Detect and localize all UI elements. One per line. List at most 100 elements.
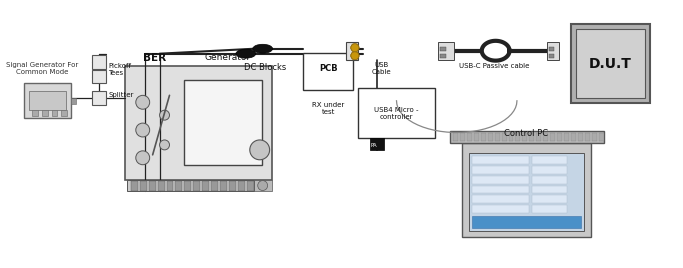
- Circle shape: [350, 53, 355, 58]
- Bar: [494, 133, 499, 141]
- Text: Pickoff
Tees: Pickoff Tees: [108, 62, 131, 76]
- Circle shape: [351, 55, 357, 60]
- Bar: [131, 181, 138, 191]
- Text: Splitter: Splitter: [108, 92, 133, 98]
- Bar: [184, 181, 191, 191]
- Bar: [488, 133, 492, 141]
- Ellipse shape: [253, 44, 273, 53]
- Bar: [358, 88, 435, 138]
- Bar: [220, 181, 227, 191]
- Bar: [193, 181, 200, 191]
- Bar: [578, 133, 583, 141]
- Bar: [61, 110, 68, 116]
- Text: PA: PA: [370, 143, 377, 148]
- Bar: [346, 42, 358, 60]
- Circle shape: [354, 53, 359, 58]
- Bar: [71, 98, 76, 104]
- Bar: [532, 166, 567, 174]
- Bar: [202, 181, 209, 191]
- Bar: [42, 110, 48, 116]
- Ellipse shape: [236, 49, 255, 58]
- Bar: [92, 91, 106, 105]
- Text: USB4 Micro -
controller: USB4 Micro - controller: [374, 107, 419, 120]
- Bar: [238, 181, 245, 191]
- Text: Signal Generator For
Common Mode: Signal Generator For Common Mode: [6, 62, 79, 75]
- Bar: [184, 80, 262, 165]
- Bar: [229, 181, 236, 191]
- Bar: [92, 55, 106, 69]
- Bar: [450, 131, 604, 143]
- Bar: [462, 143, 591, 237]
- Bar: [472, 205, 529, 213]
- Bar: [440, 47, 446, 51]
- Bar: [532, 156, 567, 164]
- Bar: [370, 138, 384, 150]
- Bar: [564, 133, 569, 141]
- Circle shape: [353, 44, 359, 49]
- Text: USB-C Passive cable: USB-C Passive cable: [460, 63, 530, 69]
- Bar: [532, 205, 567, 213]
- Bar: [440, 54, 446, 58]
- Bar: [149, 181, 156, 191]
- Bar: [516, 133, 520, 141]
- Circle shape: [351, 44, 357, 49]
- Circle shape: [351, 52, 359, 60]
- Bar: [31, 110, 38, 116]
- Circle shape: [250, 140, 270, 160]
- Bar: [472, 156, 529, 164]
- Bar: [125, 66, 272, 180]
- Text: USB
Cable: USB Cable: [372, 62, 391, 75]
- Bar: [472, 166, 529, 174]
- Circle shape: [353, 55, 359, 60]
- Bar: [469, 153, 584, 231]
- Bar: [550, 133, 555, 141]
- Bar: [547, 42, 559, 60]
- Circle shape: [136, 123, 150, 137]
- Circle shape: [136, 95, 150, 109]
- Bar: [247, 181, 254, 191]
- Circle shape: [353, 47, 359, 52]
- Text: Generator: Generator: [204, 53, 251, 62]
- Bar: [176, 181, 182, 191]
- Bar: [591, 133, 597, 141]
- Bar: [571, 24, 650, 103]
- Circle shape: [354, 45, 359, 50]
- Bar: [599, 133, 604, 141]
- Text: PCB: PCB: [319, 64, 337, 73]
- Bar: [549, 54, 554, 58]
- Text: DC Blocks: DC Blocks: [244, 63, 285, 72]
- Circle shape: [160, 110, 169, 120]
- Bar: [29, 91, 66, 110]
- Circle shape: [351, 51, 357, 57]
- Bar: [472, 216, 581, 228]
- Bar: [51, 110, 57, 116]
- Bar: [585, 133, 590, 141]
- Bar: [472, 195, 529, 203]
- Bar: [543, 133, 548, 141]
- Bar: [254, 180, 272, 192]
- Bar: [481, 133, 486, 141]
- Bar: [576, 29, 645, 98]
- Bar: [140, 181, 147, 191]
- Bar: [167, 181, 173, 191]
- Bar: [474, 133, 479, 141]
- Circle shape: [351, 44, 359, 52]
- Bar: [536, 133, 541, 141]
- Bar: [472, 176, 529, 184]
- Circle shape: [136, 151, 150, 165]
- Bar: [549, 47, 554, 51]
- Circle shape: [353, 51, 359, 57]
- Circle shape: [257, 181, 268, 191]
- Text: Control PC: Control PC: [504, 129, 548, 137]
- Text: RX under
test: RX under test: [312, 102, 344, 115]
- Bar: [522, 133, 527, 141]
- Bar: [532, 185, 567, 193]
- Bar: [509, 133, 514, 141]
- Bar: [127, 180, 254, 192]
- Bar: [571, 133, 576, 141]
- Bar: [467, 133, 472, 141]
- Text: D.U.T: D.U.T: [589, 57, 632, 70]
- Bar: [438, 42, 454, 60]
- Bar: [472, 185, 529, 193]
- Bar: [501, 133, 507, 141]
